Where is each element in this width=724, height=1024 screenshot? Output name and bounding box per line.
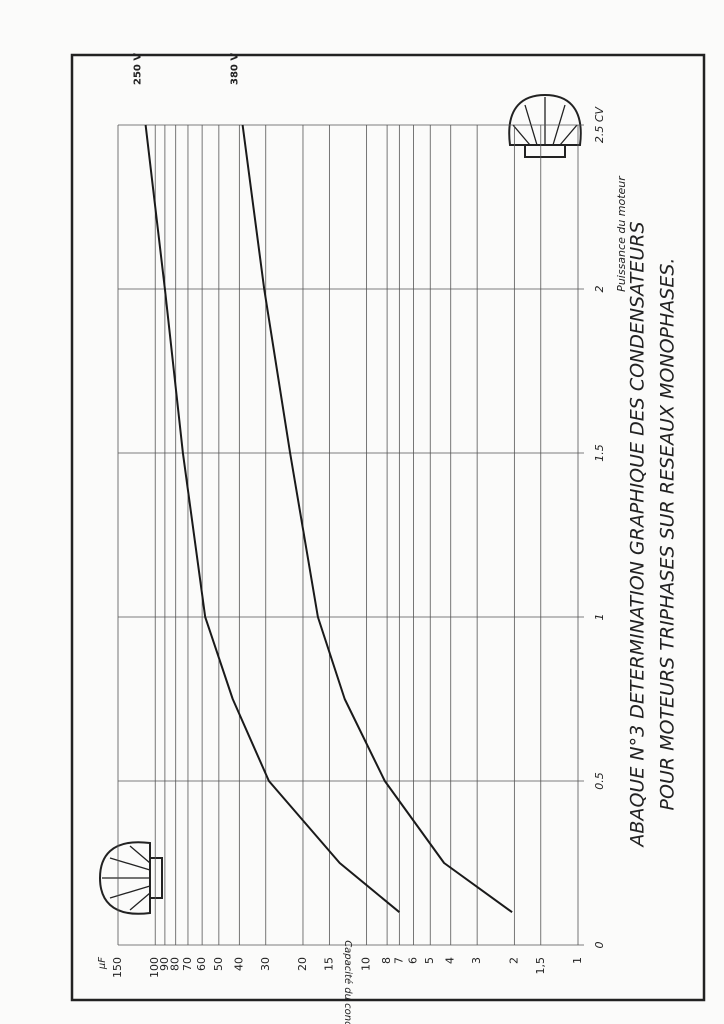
- y-tick-label: 15: [322, 957, 335, 971]
- x-tick-label: 0: [593, 942, 606, 949]
- y-tick-label: 1: [571, 957, 584, 964]
- y-unit: µF: [97, 957, 108, 970]
- y-tick-label: 10: [360, 957, 373, 971]
- y-tick-label: 1,5: [534, 957, 547, 975]
- y-tick-label: 8: [380, 957, 393, 964]
- y-tick-label: 2: [507, 957, 520, 964]
- chart-subtitle: POUR MOTEURS TRIPHASES SUR RESEAUX MONOP…: [657, 258, 679, 811]
- y-axis-label: Capacité du condensateur: [342, 940, 354, 1024]
- y-tick-label: 80: [169, 957, 182, 971]
- curve: [241, 124, 513, 914]
- x-tick-label: 1: [593, 614, 606, 621]
- curve: [144, 124, 401, 913]
- y-tick-label: 4: [444, 957, 457, 964]
- y-tick-label: 3: [470, 957, 483, 964]
- y-tick-label: 30: [259, 957, 272, 971]
- y-tick-label: 50: [212, 957, 225, 971]
- y-tick-label: 70: [181, 957, 194, 971]
- shell-logo-bottom: [98, 841, 163, 915]
- x-tick-label: 2.5 CV: [593, 105, 606, 143]
- x-tick-label: 0.5: [593, 772, 606, 790]
- chart-title: ABAQUE N°3 DETERMINATION GRAPHIQUE DES C…: [627, 221, 649, 848]
- x-tick-label: 1.5: [593, 444, 606, 462]
- x-tick-label: 2: [593, 286, 606, 293]
- frame: [70, 53, 706, 1002]
- y-tick-label: 150: [111, 957, 124, 978]
- y-tick-label: 40: [232, 957, 245, 971]
- series-label: 250 V: [133, 53, 144, 85]
- y-tick-label: 6: [407, 957, 420, 964]
- y-tick-label: 20: [296, 957, 309, 971]
- y-tick-label: 7: [392, 957, 405, 964]
- y-tick-label: 60: [195, 957, 208, 971]
- series-label: 380 V: [230, 53, 241, 85]
- x-axis-label: Puissance du moteur: [615, 175, 628, 292]
- y-tick-label: 5: [423, 957, 436, 964]
- y-tick-label: 90: [158, 957, 171, 971]
- y-tick-label: 100: [148, 957, 161, 978]
